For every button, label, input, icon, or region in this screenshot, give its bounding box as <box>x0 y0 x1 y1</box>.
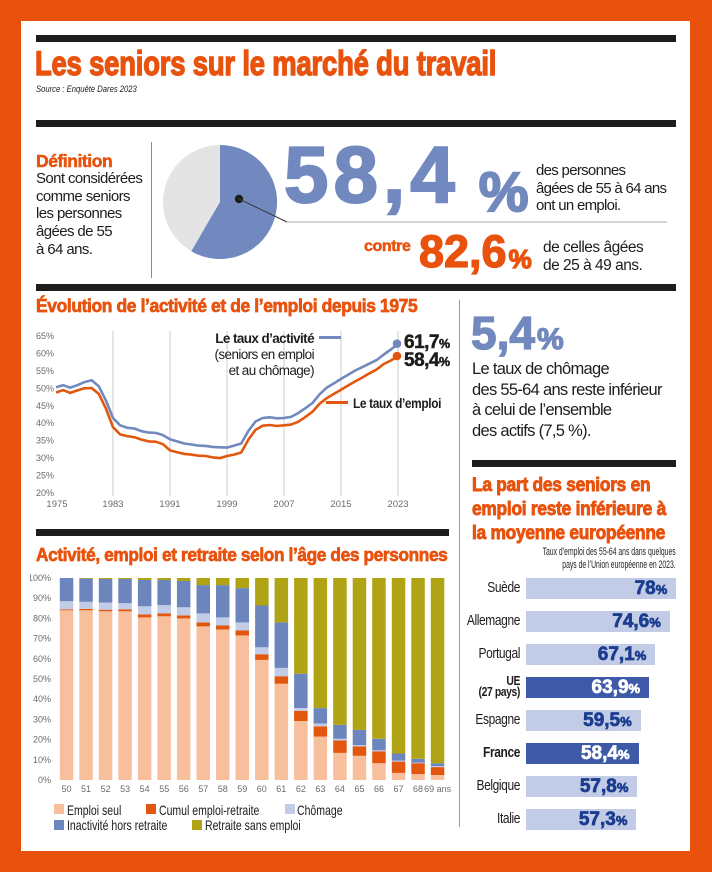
svg-text:20%: 20% <box>36 488 54 498</box>
svg-text:57: 57 <box>198 784 208 794</box>
svg-text:100%: 100% <box>30 573 51 583</box>
svg-text:35%: 35% <box>36 436 54 446</box>
svg-text:1999: 1999 <box>216 499 237 510</box>
svg-text:70%: 70% <box>33 634 51 644</box>
svg-text:59: 59 <box>237 784 247 794</box>
svg-text:10%: 10% <box>33 755 51 765</box>
svg-text:1975: 1975 <box>46 499 67 510</box>
svg-text:51: 51 <box>81 784 91 794</box>
svg-text:25%: 25% <box>36 471 54 481</box>
svg-text:90%: 90% <box>33 593 51 603</box>
svg-text:65%: 65% <box>36 331 54 341</box>
svg-text:55%: 55% <box>36 366 54 376</box>
svg-text:61: 61 <box>276 784 286 794</box>
svg-text:60%: 60% <box>36 348 54 358</box>
svg-text:50%: 50% <box>36 383 54 393</box>
svg-text:2023: 2023 <box>387 499 408 510</box>
svg-text:67: 67 <box>393 784 403 794</box>
svg-text:1983: 1983 <box>102 499 123 510</box>
svg-text:50: 50 <box>61 784 71 794</box>
svg-text:30%: 30% <box>36 453 54 463</box>
svg-text:56: 56 <box>179 784 189 794</box>
svg-text:40%: 40% <box>33 694 51 704</box>
svg-text:30%: 30% <box>33 714 51 724</box>
svg-text:64: 64 <box>335 784 345 794</box>
svg-text:55: 55 <box>159 784 169 794</box>
svg-text:66: 66 <box>374 784 384 794</box>
svg-text:2007: 2007 <box>273 499 294 510</box>
svg-text:40%: 40% <box>36 418 54 428</box>
svg-text:20%: 20% <box>33 735 51 745</box>
svg-text:52: 52 <box>101 784 111 794</box>
svg-text:60%: 60% <box>33 654 51 664</box>
svg-text:2015: 2015 <box>330 499 351 510</box>
svg-text:63: 63 <box>315 784 325 794</box>
svg-text:58: 58 <box>218 784 228 794</box>
svg-text:69 ans: 69 ans <box>424 784 452 794</box>
svg-text:54: 54 <box>140 784 150 794</box>
svg-text:45%: 45% <box>36 401 54 411</box>
svg-text:0%: 0% <box>38 775 51 785</box>
svg-text:50%: 50% <box>33 674 51 684</box>
svg-text:1991: 1991 <box>159 499 180 510</box>
svg-text:60: 60 <box>257 784 267 794</box>
svg-text:53: 53 <box>120 784 130 794</box>
svg-text:62: 62 <box>296 784 306 794</box>
svg-text:65: 65 <box>354 784 364 794</box>
svg-text:80%: 80% <box>33 613 51 623</box>
svg-text:68: 68 <box>413 784 423 794</box>
